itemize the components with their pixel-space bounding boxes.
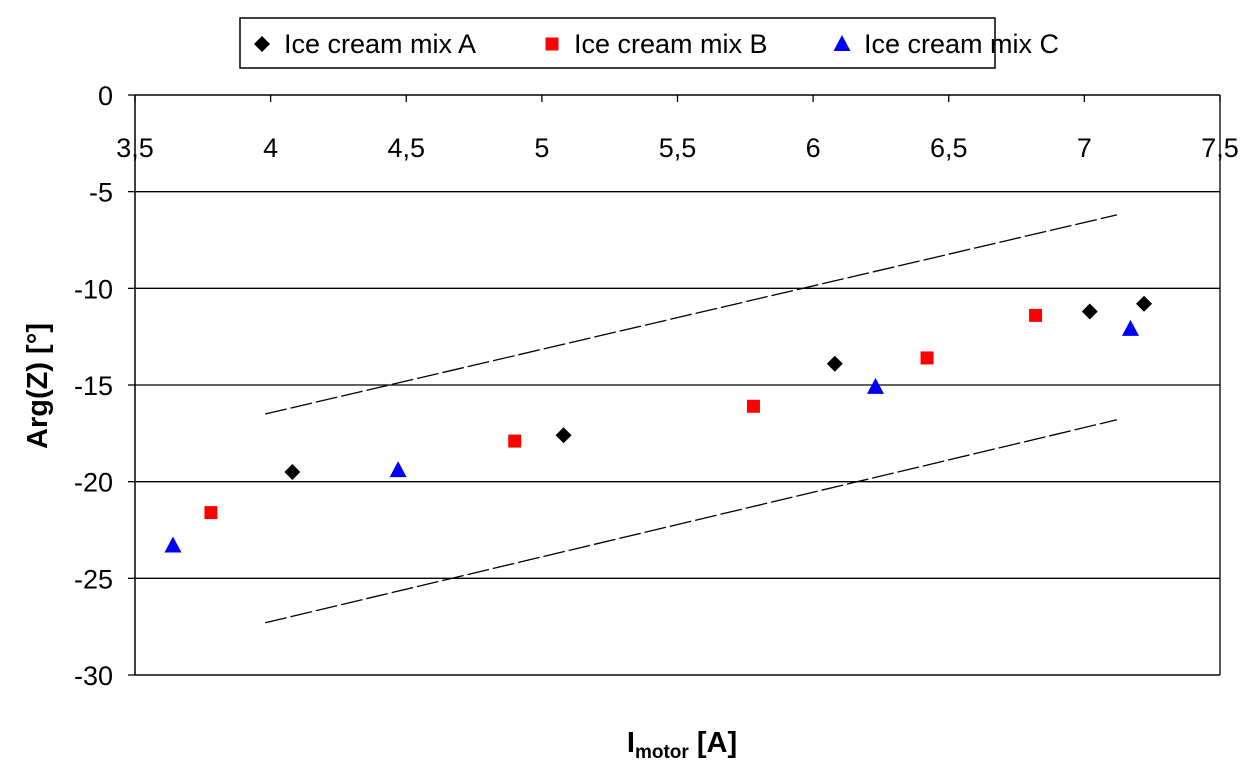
legend: Ice cream mix A Ice cream mix B Ice cream … bbox=[239, 17, 1059, 69]
x-axis-title: Imotor [A] bbox=[627, 727, 737, 762]
y-tick-label: -15 bbox=[74, 371, 113, 401]
y-tick-label: -25 bbox=[74, 564, 113, 594]
y-tick-label: -30 bbox=[74, 661, 113, 691]
legend-marker-triangle bbox=[833, 35, 851, 51]
axes bbox=[128, 94, 1221, 676]
band-line bbox=[265, 214, 1118, 415]
x-tick-label: 4,5 bbox=[387, 133, 425, 163]
y-axis-title: Arg(Z) [°] bbox=[22, 323, 54, 449]
data-point-diamond bbox=[555, 427, 572, 444]
legend-label: Ice cream mix C bbox=[864, 29, 1059, 59]
data-point-square bbox=[1029, 308, 1043, 322]
x-axis-title-subscript: motor bbox=[635, 742, 689, 762]
x-tick-label: 7 bbox=[1077, 133, 1092, 163]
data-points bbox=[164, 295, 1153, 553]
x-tick-label: 3,5 bbox=[116, 133, 154, 163]
x-tick-label: 5 bbox=[534, 133, 549, 163]
data-point-diamond bbox=[1081, 303, 1098, 320]
x-tick-label: 7,5 bbox=[1201, 133, 1239, 163]
data-point-diamond bbox=[284, 464, 301, 480]
band-line bbox=[265, 419, 1118, 624]
data-point-square bbox=[204, 506, 218, 520]
x-tick-label: 5,5 bbox=[659, 133, 697, 163]
legend-label: Ice cream mix A bbox=[284, 29, 476, 59]
data-point-triangle bbox=[389, 461, 407, 478]
y-tick-label: -20 bbox=[74, 468, 113, 498]
x-axis-title-unit: [A] bbox=[689, 727, 737, 759]
y-tick-label: -5 bbox=[89, 178, 113, 208]
data-point-square bbox=[508, 434, 522, 448]
legend-marker-square bbox=[545, 37, 559, 51]
y-tick-label: -10 bbox=[74, 274, 113, 304]
data-point-diamond bbox=[826, 355, 843, 372]
x-tick-label: 4 bbox=[263, 133, 278, 163]
legend-box bbox=[239, 17, 996, 69]
data-point-triangle bbox=[164, 536, 182, 553]
x-tick-label: 6,5 bbox=[930, 133, 968, 163]
legend-label: Ice cream mix B bbox=[574, 29, 768, 59]
y-tick-labels: 0 -5 -10 -15 -20 -25 -30 bbox=[74, 81, 113, 691]
data-point-diamond bbox=[1136, 295, 1153, 312]
data-point-square bbox=[920, 351, 934, 365]
data-point-square bbox=[746, 399, 760, 413]
y-tick-label: 0 bbox=[98, 81, 113, 111]
data-point-triangle bbox=[1121, 319, 1139, 336]
grid bbox=[135, 191, 1220, 676]
legend-marker-diamond bbox=[254, 36, 270, 52]
x-tick-labels: 3,5 4 4,5 5 5,5 6 6,5 7 7,5 bbox=[116, 133, 1239, 163]
data-point-triangle bbox=[867, 377, 885, 394]
confidence-bands bbox=[265, 214, 1118, 624]
x-tick-label: 6 bbox=[806, 133, 821, 163]
x-axis-title-main: I bbox=[627, 727, 635, 759]
